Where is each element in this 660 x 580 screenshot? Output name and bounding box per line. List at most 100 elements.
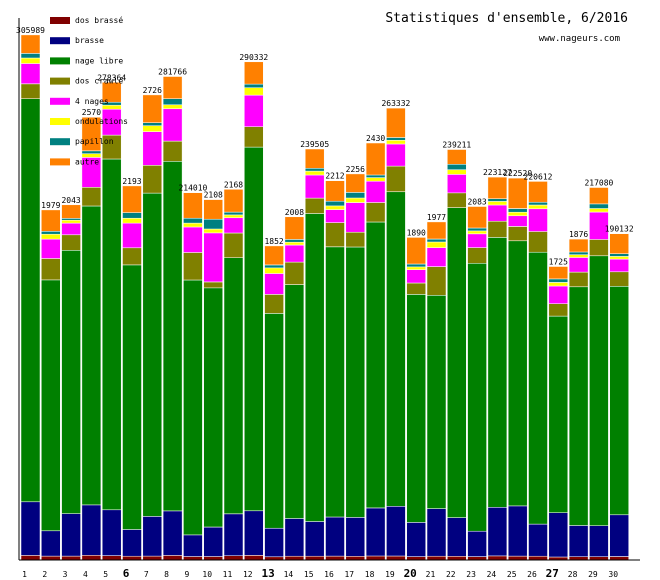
bar-segment-13-5 (264, 267, 284, 274)
bar-segment-8-4 (162, 108, 183, 142)
bar-segment-30-5 (609, 256, 629, 260)
x-tick-label-15: 15 (304, 570, 314, 579)
bar-total-label-7: 2726 (143, 86, 162, 95)
bar-segment-24-7 (487, 176, 508, 199)
bar-total-label-26: 220612 (524, 172, 553, 181)
bar-segment-26-5 (528, 204, 548, 210)
bar-segment-27-7 (548, 266, 569, 280)
bar-segment-14-6 (284, 239, 305, 243)
bar-segment-10-0 (203, 556, 223, 561)
bar-segment-9-2 (183, 279, 203, 536)
bar-segment-15-6 (304, 167, 325, 172)
bar-segment-7-7 (142, 94, 163, 123)
bar-total-label-17: 2256 (346, 165, 365, 174)
legend-label-2: nage libre (75, 56, 123, 65)
x-tick-label-23: 23 (466, 570, 476, 579)
x-tick-label-10: 10 (202, 570, 212, 579)
bar-segment-1-2 (20, 98, 41, 503)
bar-segment-26-1 (528, 523, 548, 557)
bar-segment-29-3 (589, 239, 609, 257)
bar-segment-7-2 (142, 192, 163, 517)
bar-segment-24-2 (487, 237, 508, 508)
bar-total-label-24: 223127 (483, 168, 512, 177)
bar-segment-22-2 (447, 207, 467, 518)
bar-segment-11-6 (223, 211, 244, 216)
x-tick-label-4: 4 (83, 570, 88, 579)
bar-segment-6-2 (122, 264, 142, 530)
legend-swatch-6 (50, 138, 70, 146)
legend-label-7: autre (75, 157, 99, 166)
bar-segment-25-0 (507, 555, 528, 561)
bar-segment-20-0 (406, 556, 426, 561)
bar-segment-16-6 (325, 200, 345, 207)
x-tick-label-13: 13 (261, 567, 274, 580)
bar-segment-11-3 (223, 232, 244, 258)
bar-segment-2-0 (41, 555, 61, 561)
bar-segment-11-1 (223, 513, 244, 556)
bar-segment-20-2 (406, 294, 426, 523)
bar-segment-11-4 (223, 217, 244, 234)
bar-segment-8-6 (162, 98, 183, 106)
x-tick-label-22: 22 (446, 570, 456, 579)
bar-segment-14-3 (284, 261, 305, 285)
bar-segment-15-4 (304, 174, 325, 199)
bar-segment-21-5 (426, 241, 447, 248)
bar-segment-14-2 (284, 284, 305, 519)
bar-segment-19-3 (386, 165, 406, 192)
legend-label-4: 4 nages (75, 97, 109, 106)
legend-label-3: dos crawlé (75, 76, 123, 86)
x-tick-label-14: 14 (284, 570, 294, 579)
legend-label-1: brasse (75, 36, 104, 45)
bar-segment-12-2 (244, 146, 264, 512)
bar-total-label-1: 305989 (16, 26, 45, 35)
legend: dos brassé brasse nage libre dos crawlé 4 na… (50, 15, 128, 166)
bar-segment-17-5 (345, 197, 366, 203)
bar-segment-26-3 (528, 231, 548, 253)
bar-segment-5-1 (101, 509, 122, 556)
bar-segment-16-5 (325, 205, 345, 210)
bar-segment-24-6 (487, 198, 508, 202)
bar-total-label-9: 214010 (178, 184, 207, 193)
bar-segment-26-6 (528, 201, 548, 206)
bar-segment-28-2 (568, 286, 589, 526)
bar-segment-18-0 (365, 555, 386, 561)
bar-segment-9-3 (183, 252, 203, 281)
x-tick-label-8: 8 (164, 570, 169, 579)
bar-total-label-22: 239211 (442, 141, 471, 150)
bar-segment-28-3 (568, 271, 589, 288)
legend-swatch-0 (50, 17, 70, 24)
bar-segment-10-6 (203, 218, 223, 230)
bar-segment-21-3 (426, 266, 447, 296)
bar-segment-27-1 (548, 512, 569, 558)
legend-swatch-1 (50, 37, 70, 45)
bar-segment-19-0 (386, 555, 406, 561)
bar-segment-4-2 (81, 205, 102, 506)
bar-total-label-23: 2083 (467, 198, 486, 207)
bar-segment-30-4 (609, 258, 629, 273)
bar-segment-16-3 (325, 222, 345, 248)
bar-segment-22-1 (447, 517, 467, 557)
bar-segment-17-7 (345, 173, 366, 193)
bar-total-label-20: 1890 (407, 228, 426, 237)
chart-subtitle: www.nageurs.com (539, 34, 620, 44)
bar-segment-27-3 (548, 303, 569, 317)
x-tick-label-26: 26 (527, 570, 537, 579)
bar-segment-25-6 (507, 208, 528, 213)
legend-swatch-5 (50, 118, 70, 125)
bar-total-label-11: 2168 (224, 180, 243, 189)
bar-segment-30-3 (609, 271, 629, 287)
x-tick-label-29: 29 (588, 570, 598, 579)
bar-segment-16-1 (325, 516, 345, 557)
bar-segment-18-7 (365, 142, 386, 176)
bar-segment-2-2 (41, 279, 61, 532)
bar-segment-24-0 (487, 555, 508, 561)
x-tick-label-28: 28 (568, 570, 578, 579)
bar-segment-9-4 (183, 226, 203, 253)
x-tick-label-24: 24 (487, 570, 497, 579)
bar-segment-18-4 (365, 180, 386, 203)
bar-total-label-8: 281766 (158, 68, 187, 77)
bar-segment-13-7 (264, 245, 284, 266)
bar-segment-26-0 (528, 555, 548, 561)
bar-segment-17-0 (345, 556, 366, 561)
